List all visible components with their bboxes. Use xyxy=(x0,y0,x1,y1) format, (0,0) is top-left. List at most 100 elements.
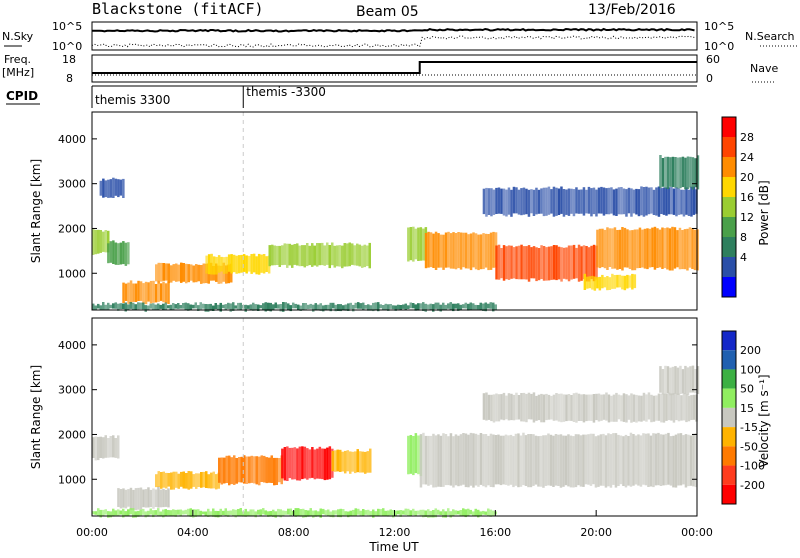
scatter-cell xyxy=(313,245,316,266)
scatter-cell xyxy=(686,367,690,396)
scatter-cell xyxy=(220,256,223,272)
scatter-cell xyxy=(122,488,125,508)
scatter-cell xyxy=(437,509,440,515)
scatter-cell xyxy=(567,245,571,282)
colorbar-tick-label: 24 xyxy=(740,151,754,164)
scatter-cell xyxy=(429,435,433,485)
scatter-cell xyxy=(362,302,365,310)
scatter-cell xyxy=(610,395,613,422)
scatter-cell xyxy=(139,487,143,510)
scatter-cell xyxy=(217,265,220,284)
scatter-cell xyxy=(329,511,332,518)
scatter-cell xyxy=(187,264,190,283)
scatter-cell xyxy=(666,366,670,394)
nsky-tick-top: 10^5 xyxy=(52,20,82,33)
scatter-cell xyxy=(134,488,138,511)
scatter-cell xyxy=(442,433,445,487)
scatter-cell xyxy=(632,434,635,486)
scatter-cell xyxy=(344,511,347,516)
scatter-cell xyxy=(497,434,500,485)
scatter-cell xyxy=(492,189,496,215)
scatter-cell xyxy=(479,511,482,517)
scatter-cell xyxy=(659,155,662,189)
scatter-cell xyxy=(623,227,627,268)
scatter-cell xyxy=(283,243,286,265)
scatter-cell xyxy=(575,247,578,279)
scatter-cell xyxy=(517,395,521,420)
scatter-cell xyxy=(577,393,581,421)
scatter-cell xyxy=(500,394,503,420)
scatter-cell xyxy=(239,508,242,517)
scatter-cell xyxy=(102,178,105,198)
scatter-cell xyxy=(152,510,155,518)
scatter-cell xyxy=(689,435,693,486)
y-tick-label: 1000 xyxy=(58,267,86,280)
scatter-cell xyxy=(625,189,628,217)
scatter-cell xyxy=(622,436,625,486)
scatter-cell xyxy=(384,303,387,310)
scatter-cell xyxy=(474,233,478,270)
scatter-cell xyxy=(349,451,352,474)
scatter-cell xyxy=(362,509,365,517)
scatter-cell xyxy=(662,187,666,215)
scatter-cell xyxy=(334,450,337,472)
scatter-cell xyxy=(540,393,543,423)
scatter-cell xyxy=(119,242,123,265)
scatter-cell xyxy=(245,255,248,274)
scatter-cell xyxy=(112,303,115,309)
scatter-cell xyxy=(472,511,475,516)
colorbar-swatch xyxy=(722,331,736,351)
scatter-cell xyxy=(327,509,330,517)
scatter-cell xyxy=(379,509,382,516)
scatter-cell xyxy=(349,302,352,309)
nsearch-label: N.Search xyxy=(745,30,795,43)
scatter-cell xyxy=(599,434,603,486)
scatter-cell xyxy=(237,255,241,274)
scatter-cell xyxy=(155,264,158,282)
scatter-cell xyxy=(134,511,137,518)
scatter-cell xyxy=(94,436,97,461)
scatter-cell xyxy=(540,245,543,279)
scatter-cell xyxy=(454,233,458,270)
scatter-cell xyxy=(634,435,638,485)
scatter-cell xyxy=(356,449,359,473)
scatter-cell xyxy=(218,457,221,483)
scatter-cell xyxy=(117,435,120,459)
scatter-cell xyxy=(359,303,362,309)
scatter-cell xyxy=(647,187,651,215)
scatter-cell xyxy=(124,302,127,312)
scatter-cell xyxy=(277,508,280,516)
scatter-cell xyxy=(147,305,150,310)
scatter-cell xyxy=(154,304,157,310)
scatter-cell xyxy=(603,277,607,288)
scatter-cell xyxy=(489,509,492,517)
scatter-cell xyxy=(306,448,309,480)
scatter-cell xyxy=(695,394,698,422)
scatter-cell xyxy=(328,245,331,269)
scatter-cell xyxy=(662,434,665,486)
scatter-cell xyxy=(192,474,195,487)
scatter-cell xyxy=(590,245,593,280)
scatter-cell xyxy=(636,229,639,269)
scatter-cell xyxy=(482,233,485,270)
scatter-cell xyxy=(259,305,262,309)
scatter-cell xyxy=(593,276,597,291)
scatter-cell xyxy=(283,447,287,481)
scatter-cell xyxy=(419,509,422,516)
scatter-cell xyxy=(162,471,165,488)
scatter-cell xyxy=(220,265,223,284)
scatter-cell xyxy=(542,187,546,217)
scatter-cell xyxy=(642,187,646,217)
scatter-cell xyxy=(233,455,236,485)
scatter-cell xyxy=(447,436,450,486)
scatter-cell xyxy=(324,304,327,310)
x-tick-label: 16:00 xyxy=(479,526,511,539)
scatter-cell xyxy=(311,243,314,267)
scatter-cell xyxy=(354,451,357,474)
scatter-cell xyxy=(462,304,465,309)
scatter-cell xyxy=(367,304,370,311)
scatter-cell xyxy=(202,263,205,284)
scatter-cell xyxy=(657,432,660,486)
scatter-cell xyxy=(454,434,458,486)
scatter-cell xyxy=(94,305,97,310)
